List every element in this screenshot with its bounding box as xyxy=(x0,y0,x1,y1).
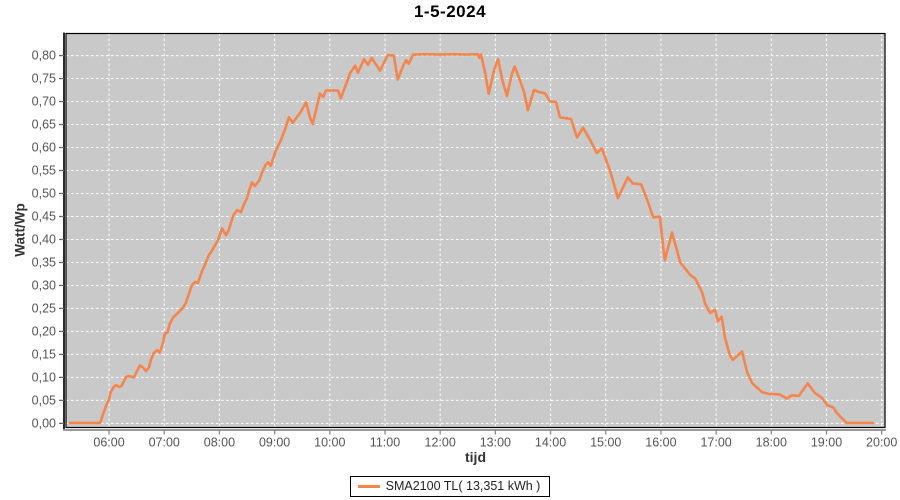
svg-text:0,05: 0,05 xyxy=(32,393,56,407)
svg-text:16:00: 16:00 xyxy=(645,436,676,450)
svg-text:0,25: 0,25 xyxy=(32,301,56,315)
legend-box: SMA2100 TL( 13,351 kWh ) xyxy=(349,476,551,497)
axes xyxy=(59,32,886,435)
svg-text:19:00: 19:00 xyxy=(811,436,842,450)
svg-text:0,35: 0,35 xyxy=(32,255,56,269)
tick-labels: 0,00 0,05 0,10 0,15 0,20 0,25 0,30 0,35 0,40 0,45… xyxy=(32,49,898,450)
svg-text:13:00: 13:00 xyxy=(480,436,511,450)
svg-text:07:00: 07:00 xyxy=(149,436,180,450)
svg-text:0,80: 0,80 xyxy=(32,49,56,63)
chart-title: 1-5-2024 xyxy=(413,2,487,21)
svg-text:10:00: 10:00 xyxy=(314,436,345,450)
legend: SMA2100 TL( 13,351 kWh ) xyxy=(0,476,900,497)
svg-text:20:00: 20:00 xyxy=(866,436,897,450)
svg-text:0,60: 0,60 xyxy=(32,141,56,155)
svg-text:0,40: 0,40 xyxy=(32,232,56,246)
svg-text:0,00: 0,00 xyxy=(32,416,56,430)
svg-text:14:00: 14:00 xyxy=(535,436,566,450)
svg-text:0,75: 0,75 xyxy=(32,72,56,86)
plot-border xyxy=(65,32,886,429)
svg-text:12:00: 12:00 xyxy=(425,436,456,450)
svg-text:18:00: 18:00 xyxy=(756,436,787,450)
svg-text:0,55: 0,55 xyxy=(32,164,56,178)
svg-text:0,30: 0,30 xyxy=(32,278,56,292)
svg-text:0,45: 0,45 xyxy=(32,209,56,223)
svg-text:0,15: 0,15 xyxy=(32,347,56,361)
series-line xyxy=(68,52,875,425)
plot-area xyxy=(66,33,885,428)
svg-text:0,70: 0,70 xyxy=(32,95,56,109)
svg-text:0,65: 0,65 xyxy=(32,118,56,132)
svg-text:0,50: 0,50 xyxy=(32,186,56,200)
x-axis-title: tijd xyxy=(465,449,486,465)
svg-text:17:00: 17:00 xyxy=(700,436,731,450)
svg-text:0,20: 0,20 xyxy=(32,324,56,338)
svg-text:11:00: 11:00 xyxy=(370,436,400,450)
legend-label: SMA2100 TL( 13,351 kWh ) xyxy=(385,479,541,493)
svg-text:15:00: 15:00 xyxy=(590,436,621,450)
svg-text:08:00: 08:00 xyxy=(204,436,235,450)
gridlines xyxy=(66,33,885,428)
svg-text:06:00: 06:00 xyxy=(93,436,124,450)
svg-text:09:00: 09:00 xyxy=(259,436,290,450)
legend-line-sample-icon xyxy=(357,484,380,488)
svg-text:0,10: 0,10 xyxy=(32,370,56,384)
